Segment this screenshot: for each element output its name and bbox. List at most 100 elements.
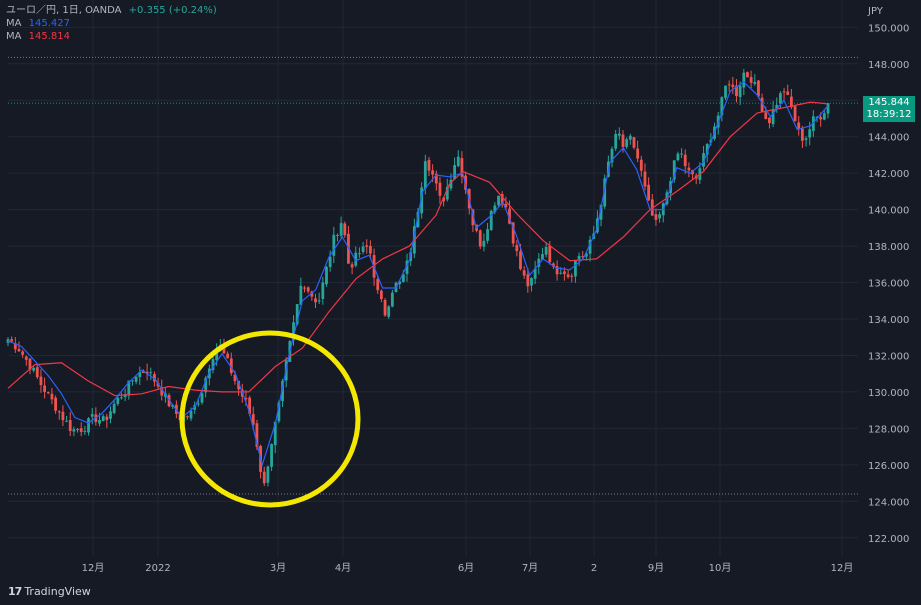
candle-body (738, 85, 742, 97)
x-tick-label: 12月 (82, 562, 105, 574)
bar-countdown: 18:39:12 (866, 109, 912, 121)
candle-body (775, 104, 779, 109)
candle-body (489, 210, 493, 231)
candle-body (456, 156, 460, 167)
candle-body (215, 349, 219, 361)
candle-body (35, 367, 39, 378)
x-tick-label: 2022 (145, 563, 170, 574)
ma-fast-value: 145.427 (28, 18, 71, 29)
candle-body (808, 129, 812, 138)
candle-body (90, 414, 94, 417)
candle-body (226, 353, 230, 359)
candle-body (339, 223, 343, 236)
candle-body (768, 117, 771, 124)
candle-body (76, 429, 79, 431)
candle-body (61, 411, 65, 421)
candle-body (526, 274, 530, 287)
candle-body (449, 179, 453, 189)
candle-body (10, 339, 14, 342)
candle-body (822, 113, 826, 120)
candle-body (149, 372, 153, 374)
candle-body (746, 72, 749, 78)
candle-body (321, 282, 325, 299)
candle-body (72, 429, 76, 432)
x-tick-label: 4月 (335, 562, 351, 574)
candle-body (771, 109, 775, 125)
candle-body (658, 214, 662, 219)
candle-body (687, 167, 691, 171)
candle-body (145, 371, 149, 374)
candle-body (541, 254, 544, 260)
candle-body (453, 165, 457, 180)
candle-body (251, 414, 255, 425)
candle-body (17, 348, 21, 352)
candle-body (522, 270, 526, 276)
candle-body (757, 80, 760, 97)
candle-body (416, 211, 420, 228)
tradingview-brand[interactable]: 17 TradingView (8, 585, 91, 598)
y-tick-label: 128.000 (868, 424, 909, 435)
candle-body (533, 268, 537, 279)
candle-body (43, 385, 47, 392)
candle-body (537, 258, 541, 267)
candle-body (789, 96, 793, 108)
candle-body (691, 170, 694, 175)
ma-slow-row[interactable]: MA 145.814 (6, 30, 217, 43)
candle-body (530, 278, 533, 286)
candle-body (599, 204, 603, 220)
x-tick-label: 12月 (831, 562, 854, 574)
candle-body (764, 112, 768, 120)
candle-body (804, 138, 808, 140)
candle-body (255, 423, 259, 448)
candle-body (811, 116, 815, 131)
candle-body (292, 322, 295, 341)
x-tick-label: 2 (591, 563, 597, 574)
candle-body (376, 279, 380, 291)
candle-body (200, 393, 204, 403)
ma-slow-value: 145.814 (28, 31, 71, 42)
candle-body (350, 264, 354, 268)
tradingview-logo-icon: 17 (8, 585, 22, 598)
candle-body (13, 343, 17, 350)
candle-body (156, 383, 160, 387)
y-tick-label: 144.000 (868, 133, 909, 144)
candle-body (237, 380, 241, 390)
y-tick-label: 122.000 (868, 534, 909, 545)
candle-body (120, 397, 123, 399)
candle-body (563, 271, 566, 275)
candle-body (57, 411, 61, 413)
symbol-row: ユーロ／円, 1日, OANDA +0.355 (+0.24%) (6, 4, 217, 17)
candle-body (361, 246, 365, 253)
candle-body (127, 380, 131, 396)
candle-body (105, 416, 109, 420)
candle-body (797, 122, 801, 130)
candle-body (160, 387, 164, 396)
candle-body (383, 300, 387, 316)
candle-body (584, 253, 588, 257)
candle-body (83, 430, 87, 432)
symbol-label[interactable]: ユーロ／円, 1日, OANDA (6, 5, 122, 16)
candle-body (332, 234, 336, 256)
y-tick-label: 142.000 (868, 169, 909, 180)
candle-body (204, 378, 208, 393)
candle-body (680, 153, 683, 155)
candle-body (800, 128, 804, 141)
candle-body (577, 255, 581, 260)
candle-body (54, 397, 57, 411)
candle-body (548, 245, 552, 263)
candle-body (98, 420, 101, 424)
candle-body (720, 97, 724, 116)
candle-body (189, 410, 193, 419)
candle-body (379, 290, 383, 300)
candle-body (281, 380, 284, 402)
candle-body (196, 403, 200, 405)
y-tick-label: 134.000 (868, 315, 909, 326)
candle-body (109, 411, 112, 419)
candle-body (79, 428, 83, 432)
ma-fast-row[interactable]: MA 145.427 (6, 17, 217, 30)
candle-body (504, 203, 508, 208)
candle-body (632, 137, 636, 148)
candle-body (519, 251, 522, 270)
candle-body (50, 393, 54, 400)
